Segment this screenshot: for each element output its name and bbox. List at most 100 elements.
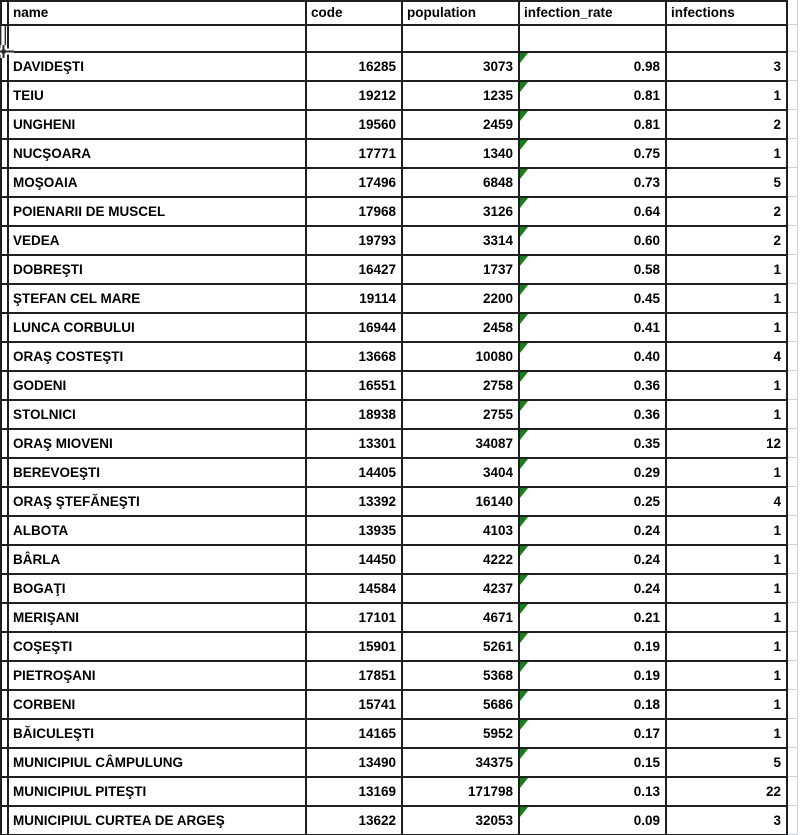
cell-infections[interactable]: 12 [667, 430, 788, 459]
cell-population[interactable]: 5261 [403, 633, 520, 662]
cell-population[interactable]: 4222 [403, 546, 520, 575]
cell-infection_rate[interactable]: 0.36 [520, 401, 667, 430]
cell-name[interactable]: MERIŞANI [9, 604, 307, 633]
cell-infection_rate[interactable]: 0.35 [520, 430, 667, 459]
cell-infection_rate[interactable]: 0.45 [520, 285, 667, 314]
cell-infection_rate[interactable]: 0.98 [520, 53, 667, 82]
cell-infection_rate[interactable]: 0.18 [520, 691, 667, 720]
empty-cell-code[interactable] [307, 26, 403, 53]
cell-name[interactable]: ORAŞ COSTEŞTI [9, 343, 307, 372]
cell-infection_rate[interactable]: 0.25 [520, 488, 667, 517]
cell-name[interactable]: UNGHENI [9, 111, 307, 140]
cell-infections[interactable]: 1 [667, 256, 788, 285]
cell-population[interactable]: 10080 [403, 343, 520, 372]
cell-infection_rate[interactable]: 0.40 [520, 343, 667, 372]
row-spacer-cell[interactable] [2, 807, 9, 835]
row-spacer-cell[interactable] [2, 546, 9, 575]
cell-code[interactable]: 13301 [307, 430, 403, 459]
cell-name[interactable]: GODENI [9, 372, 307, 401]
cell-code[interactable]: 16285 [307, 53, 403, 82]
cell-code[interactable]: 14450 [307, 546, 403, 575]
cell-population[interactable]: 3314 [403, 227, 520, 256]
row-spacer-cell[interactable] [2, 720, 9, 749]
cell-population[interactable]: 171798 [403, 778, 520, 807]
row-spacer-cell[interactable] [2, 778, 9, 807]
cell-infections[interactable]: 5 [667, 749, 788, 778]
cell-population[interactable]: 32053 [403, 807, 520, 835]
cell-infections[interactable]: 1 [667, 285, 788, 314]
row-spacer-cell[interactable] [2, 198, 9, 227]
cell-name[interactable]: STOLNICI [9, 401, 307, 430]
cell-name[interactable]: BĂICULEŞTI [9, 720, 307, 749]
row-header-spacer-cell[interactable] [2, 2, 9, 26]
row-spacer-cell[interactable] [2, 749, 9, 778]
cell-code[interactable]: 19114 [307, 285, 403, 314]
cell-population[interactable]: 2200 [403, 285, 520, 314]
row-spacer-cell[interactable] [2, 169, 9, 198]
cell-infection_rate[interactable]: 0.60 [520, 227, 667, 256]
row-spacer-cell[interactable] [2, 604, 9, 633]
cell-name[interactable]: MUNICIPIUL CÂMPULUNG [9, 749, 307, 778]
cell-code[interactable]: 17771 [307, 140, 403, 169]
row-spacer-cell[interactable] [2, 633, 9, 662]
cell-population[interactable]: 2755 [403, 401, 520, 430]
cell-name[interactable]: MUNICIPIUL CURTEA DE ARGEŞ [9, 807, 307, 835]
cell-infections[interactable]: 3 [667, 53, 788, 82]
row-spacer-cell[interactable] [2, 82, 9, 111]
cell-infection_rate[interactable]: 0.13 [520, 778, 667, 807]
cell-name[interactable]: VEDEA [9, 227, 307, 256]
cell-name[interactable]: DOBREŞTI [9, 256, 307, 285]
cell-population[interactable]: 4237 [403, 575, 520, 604]
cell-population[interactable]: 34087 [403, 430, 520, 459]
cell-code[interactable]: 13668 [307, 343, 403, 372]
row-spacer-cell[interactable] [2, 285, 9, 314]
cell-code[interactable]: 17496 [307, 169, 403, 198]
empty-cell-infection_rate[interactable] [520, 26, 667, 53]
cell-infections[interactable]: 5 [667, 169, 788, 198]
row-spacer-cell[interactable] [2, 517, 9, 546]
cell-infections[interactable]: 4 [667, 488, 788, 517]
cell-infections[interactable]: 1 [667, 372, 788, 401]
row-spacer-cell[interactable] [2, 459, 9, 488]
cell-population[interactable]: 1340 [403, 140, 520, 169]
cell-population[interactable]: 1737 [403, 256, 520, 285]
cell-infection_rate[interactable]: 0.24 [520, 517, 667, 546]
column-header-infection_rate[interactable]: infection_rate [520, 2, 667, 26]
cell-name[interactable]: ORAŞ ŞTEFĂNEŞTI [9, 488, 307, 517]
cell-code[interactable]: 13622 [307, 807, 403, 835]
row-spacer-cell[interactable] [2, 372, 9, 401]
cell-infections[interactable]: 2 [667, 198, 788, 227]
cell-infections[interactable]: 1 [667, 517, 788, 546]
cell-infection_rate[interactable]: 0.21 [520, 604, 667, 633]
row-spacer-cell[interactable] [2, 488, 9, 517]
column-header-name[interactable]: name [9, 2, 307, 26]
cell-code[interactable]: 19793 [307, 227, 403, 256]
cell-name[interactable]: NUCŞOARA [9, 140, 307, 169]
cell-code[interactable]: 13169 [307, 778, 403, 807]
cell-population[interactable]: 16140 [403, 488, 520, 517]
cell-population[interactable]: 4103 [403, 517, 520, 546]
cell-code[interactable]: 19560 [307, 111, 403, 140]
row-spacer-cell[interactable] [2, 401, 9, 430]
cell-name[interactable]: BOGAŢI [9, 575, 307, 604]
column-header-population[interactable]: population [403, 2, 520, 26]
row-spacer-cell[interactable] [2, 430, 9, 459]
empty-cell-infections[interactable] [667, 26, 788, 53]
cell-infections[interactable]: 2 [667, 227, 788, 256]
cell-name[interactable]: POIENARII DE MUSCEL [9, 198, 307, 227]
cell-infections[interactable]: 1 [667, 314, 788, 343]
column-header-infections[interactable]: infections [667, 2, 788, 26]
cell-infections[interactable]: 1 [667, 82, 788, 111]
cell-code[interactable]: 13935 [307, 517, 403, 546]
row-spacer-cell[interactable] [2, 691, 9, 720]
cell-population[interactable]: 5952 [403, 720, 520, 749]
cell-name[interactable]: CORBENI [9, 691, 307, 720]
cell-population[interactable]: 3126 [403, 198, 520, 227]
cell-code[interactable]: 18938 [307, 401, 403, 430]
row-spacer-cell[interactable] [2, 140, 9, 169]
cell-infection_rate[interactable]: 0.15 [520, 749, 667, 778]
cell-infections[interactable]: 3 [667, 807, 788, 835]
cell-name[interactable]: TEIU [9, 82, 307, 111]
cell-name[interactable]: ORAŞ MIOVENI [9, 430, 307, 459]
cell-infections[interactable]: 1 [667, 604, 788, 633]
